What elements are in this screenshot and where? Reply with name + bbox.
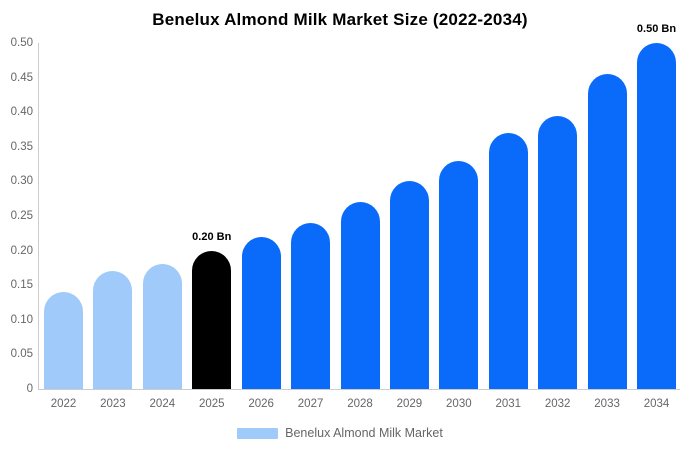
y-tick-label-0.20: 0.20 [10, 244, 33, 257]
bar-value-label-2034: 0.50 Bn [636, 23, 677, 35]
legend-swatch [237, 427, 279, 439]
bar-2032[interactable] [538, 115, 578, 389]
x-tick-label-2029: 2029 [396, 398, 423, 410]
x-tick-label-2027: 2027 [297, 398, 324, 410]
bar-2026[interactable] [241, 236, 281, 389]
bar-2029[interactable] [389, 181, 429, 389]
y-tick-label-0.45: 0.45 [10, 71, 33, 84]
y-tick-label-0.35: 0.35 [10, 140, 33, 153]
x-tick-label-2024: 2024 [149, 398, 176, 410]
bar-2030[interactable] [439, 160, 479, 389]
bar-2027[interactable] [291, 222, 331, 389]
bar-2024[interactable] [142, 264, 182, 389]
y-tick-label-0.40: 0.40 [10, 106, 33, 119]
bar-value-label-2025: 0.20 Bn [192, 230, 232, 243]
x-tick-label-2034: 2034 [643, 398, 670, 410]
y-tick-label-0.30: 0.30 [10, 175, 33, 188]
chart-title: Benelux Almond Milk Market Size (2022-20… [152, 10, 528, 29]
x-tick-label-2033: 2033 [594, 398, 620, 410]
y-tick-label-0.10: 0.10 [10, 313, 33, 326]
legend[interactable]: Benelux Almond Milk Market [0, 426, 680, 440]
y-tick-label-0: 0 [26, 383, 33, 395]
x-tick-label-2026: 2026 [248, 398, 274, 410]
y-tick-label-0.05: 0.05 [10, 348, 33, 361]
x-tick-label-2023: 2023 [100, 398, 126, 410]
bar-2022[interactable] [44, 292, 83, 389]
y-tick-label-0.15: 0.15 [10, 279, 33, 292]
x-tick-label-2025: 2025 [198, 398, 225, 410]
bar-2034[interactable] [637, 43, 676, 389]
y-tick-label-0.25: 0.25 [10, 210, 33, 222]
legend-label: Benelux Almond Milk Market [285, 426, 443, 440]
x-tick-label-2028: 2028 [347, 398, 373, 410]
x-tick-label-2022: 2022 [50, 398, 77, 410]
bar-2031[interactable] [488, 132, 528, 389]
bar-2033[interactable] [587, 74, 627, 389]
x-tick-label-2030: 2030 [446, 398, 472, 410]
x-tick-label-2032: 2032 [544, 398, 571, 410]
y-axis-line [38, 43, 39, 389]
x-axis-line [38, 389, 680, 390]
y-tick-label-0.50: 0.50 [10, 37, 33, 49]
bar-2023[interactable] [93, 271, 133, 389]
x-tick-label-2031: 2031 [495, 398, 522, 410]
bar-2028[interactable] [340, 202, 380, 389]
bar-2025[interactable] [192, 250, 232, 389]
